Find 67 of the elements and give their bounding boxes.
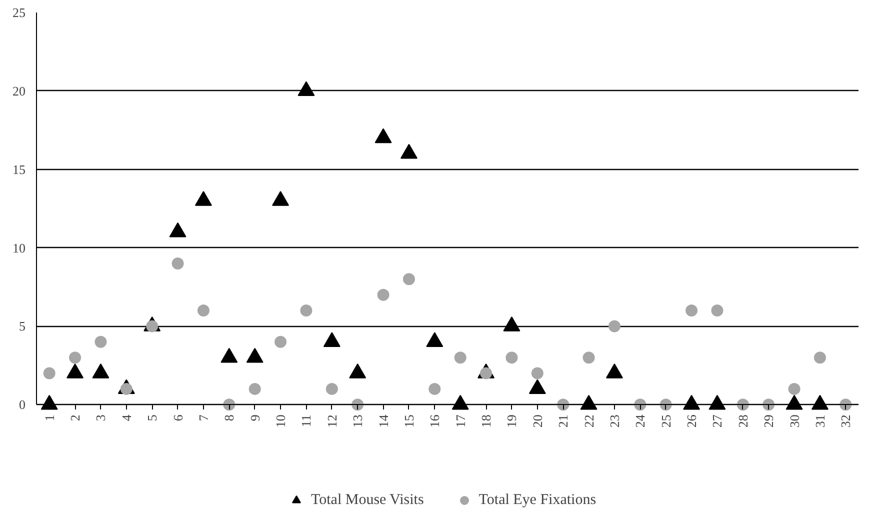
point [454, 352, 466, 364]
point [608, 320, 620, 332]
y-tick-label: 20 [12, 83, 26, 98]
point [506, 352, 518, 364]
point [582, 352, 595, 364]
point [298, 81, 315, 96]
x-tick-label: 7 [196, 414, 211, 422]
x-tick-label: 8 [222, 414, 237, 422]
x-tick-label: 17 [452, 414, 468, 428]
legend-label: Total Eye Fixations [478, 492, 596, 508]
legend-label: Total Mouse Visits [311, 492, 424, 508]
x-tick-label: 25 [658, 414, 674, 428]
x-tick-label: 15 [401, 414, 416, 428]
y-tick-label: 10 [12, 240, 26, 256]
x-tick-label: 28 [735, 414, 750, 428]
x-tick-label: 24 [632, 414, 648, 428]
x-tick-label: 14 [376, 414, 391, 428]
point [814, 352, 826, 364]
point [374, 128, 392, 144]
x-tick-label: 19 [504, 414, 520, 428]
x-tick-label: 18 [478, 414, 494, 428]
x-tick-label: 3 [93, 414, 108, 422]
point [377, 288, 390, 301]
point [194, 190, 212, 206]
x-tick-label: 9 [247, 414, 262, 422]
x-tick-label: 10 [273, 414, 288, 428]
point [172, 257, 184, 270]
point [428, 382, 441, 395]
point [686, 304, 698, 317]
x-tick-label: 1 [42, 414, 57, 422]
x-tick-label: 5 [144, 414, 160, 422]
point [274, 336, 287, 348]
y-tick-label: 25 [12, 5, 26, 20]
x-tick-label: 6 [170, 414, 186, 422]
point [711, 304, 724, 317]
x-tick-label: 30 [786, 414, 802, 428]
x-tick-label: 31 [812, 414, 828, 428]
x-tick-label: 12 [324, 414, 340, 428]
point [300, 304, 312, 317]
x-tick-label: 23 [606, 414, 622, 428]
x-tick-label: 16 [427, 414, 442, 428]
point [402, 273, 415, 286]
x-tick-label: 22 [581, 414, 596, 428]
x-tick-label: 4 [118, 414, 134, 422]
x-tick-label: 20 [530, 414, 545, 428]
point [169, 222, 186, 238]
x-tick-label: 29 [761, 414, 776, 428]
point [272, 190, 290, 206]
x-tick-label: 26 [684, 414, 700, 428]
x-tick-label: 2 [68, 414, 83, 422]
x-tick-label: 11 [298, 414, 314, 428]
point [248, 382, 261, 395]
y-tick-label: 0 [19, 397, 26, 412]
x-tick-label: 13 [350, 414, 366, 428]
point [400, 144, 418, 159]
x-tick-label: 21 [556, 414, 571, 428]
y-tick-label: 15 [12, 162, 26, 177]
point [197, 304, 210, 317]
point [531, 367, 544, 380]
x-tick-label: 27 [710, 414, 725, 428]
y-tick-label: 5 [19, 318, 26, 334]
point [43, 367, 56, 380]
point [69, 352, 82, 364]
x-tick-label: 32 [838, 414, 854, 428]
point [788, 382, 800, 395]
point [94, 336, 107, 348]
point [326, 382, 338, 395]
